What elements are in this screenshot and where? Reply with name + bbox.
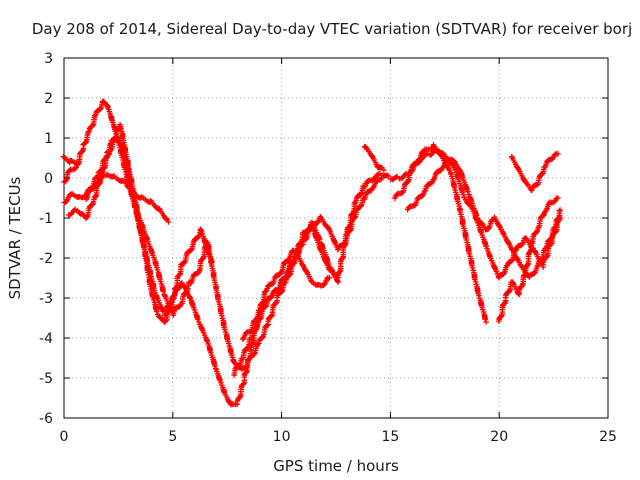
data-point xyxy=(153,308,160,315)
data-point xyxy=(445,164,451,171)
y-tick-label: -5 xyxy=(39,371,53,387)
plot-frame xyxy=(63,57,609,419)
data-point xyxy=(517,261,524,268)
data-point xyxy=(163,216,170,222)
series-track-e xyxy=(240,142,489,343)
data-point xyxy=(555,195,561,201)
data-point xyxy=(531,270,538,277)
data-point xyxy=(385,173,392,179)
data-point xyxy=(378,175,385,181)
series-track-l xyxy=(60,153,80,166)
series-track-c xyxy=(65,121,341,372)
x-tick-label: 5 xyxy=(168,429,177,445)
x-tick-label: 15 xyxy=(381,429,399,445)
data-point xyxy=(186,294,193,301)
data-point xyxy=(303,236,309,242)
data-point xyxy=(257,316,264,322)
x-tick-label: 25 xyxy=(599,429,617,445)
data-point xyxy=(483,319,489,325)
y-tick-label: -2 xyxy=(39,251,53,267)
data-point xyxy=(111,136,118,142)
data-point xyxy=(451,158,458,165)
y-tick-labels: -6 -5 -4 -3 -2 -1 0 1 2 3 xyxy=(39,51,53,427)
x-tick-label: 10 xyxy=(273,429,291,445)
data-point xyxy=(326,275,333,281)
data-point xyxy=(540,212,547,219)
data-point xyxy=(374,177,380,184)
grid xyxy=(64,58,608,418)
data-point xyxy=(100,98,107,105)
x-tick-labels: 0 5 10 15 20 25 xyxy=(60,429,617,445)
series-track-k xyxy=(508,150,561,193)
data-point xyxy=(259,334,266,341)
y-tick-label: 2 xyxy=(44,91,53,107)
series-track-j xyxy=(496,195,561,324)
data-point xyxy=(82,139,89,146)
data-point xyxy=(515,290,522,297)
data-point xyxy=(73,160,79,166)
series-track-d xyxy=(83,171,172,225)
data-point xyxy=(485,225,492,232)
data-point xyxy=(327,266,333,273)
y-tick-label: 3 xyxy=(44,51,53,67)
data-point xyxy=(264,322,271,329)
data-point xyxy=(443,157,450,164)
y-tick-label: -6 xyxy=(39,411,53,427)
data-point xyxy=(159,315,165,322)
data-point xyxy=(107,140,114,147)
data-point xyxy=(552,224,558,231)
axis-ticks xyxy=(63,57,609,419)
data-point xyxy=(351,214,358,221)
data-point xyxy=(465,188,471,195)
data-point xyxy=(557,207,563,213)
data-point xyxy=(243,329,250,336)
data-point xyxy=(317,214,324,220)
y-tick-label: -3 xyxy=(39,291,53,307)
y-axis-label: SDTVAR / TECUs xyxy=(6,176,24,299)
y-tick-label: -1 xyxy=(39,211,53,227)
series-track-h xyxy=(392,146,563,281)
data-point xyxy=(473,212,480,219)
data-point xyxy=(555,151,561,157)
data-point xyxy=(440,150,446,157)
y-tick-label: -4 xyxy=(39,331,53,347)
data-point xyxy=(74,159,80,165)
x-tick-label: 0 xyxy=(60,429,69,445)
data-point xyxy=(101,165,108,171)
data-point xyxy=(482,316,489,322)
data-point xyxy=(381,167,387,173)
data-point xyxy=(519,283,525,290)
series-track-f xyxy=(231,175,385,378)
data-point xyxy=(514,256,521,263)
data-point xyxy=(156,206,163,212)
y-tick-label: 1 xyxy=(44,131,53,147)
series-track-g xyxy=(361,143,387,173)
data-point xyxy=(85,128,92,135)
x-axis-label: GPS time / hours xyxy=(273,457,399,475)
data-point xyxy=(160,288,166,294)
data-point xyxy=(181,260,187,266)
data-point xyxy=(165,219,172,225)
data-points xyxy=(60,98,563,408)
chart-title: Day 208 of 2014, Sidereal Day-to-day VTE… xyxy=(32,20,632,38)
data-point xyxy=(195,316,201,323)
data-point xyxy=(308,221,315,228)
data-point xyxy=(89,201,96,208)
x-tick-label: 20 xyxy=(490,429,508,445)
y-tick-label: 0 xyxy=(44,171,53,187)
